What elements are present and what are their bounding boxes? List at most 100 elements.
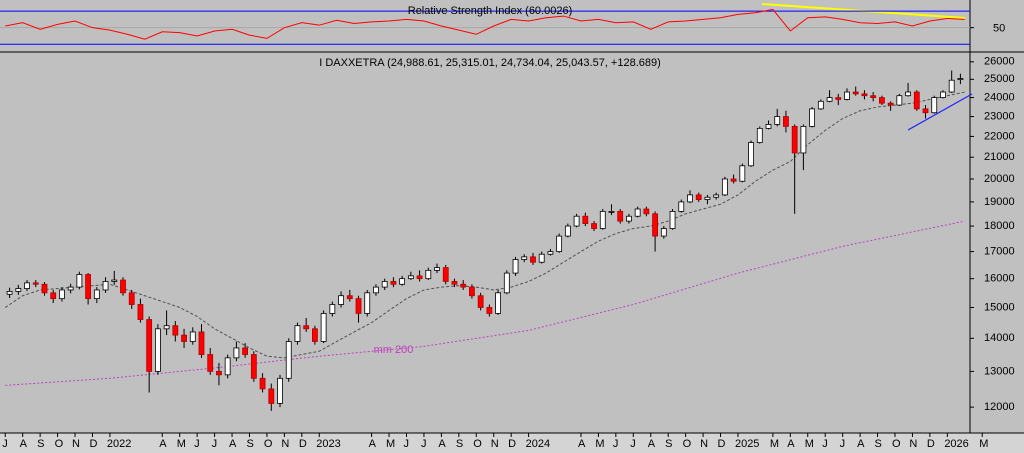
x-tick-label: N	[700, 438, 708, 450]
candle-body	[913, 91, 920, 110]
candle-body	[626, 215, 632, 222]
candle-body	[172, 325, 179, 336]
y-tick-label: 14000	[984, 332, 1015, 344]
x-tick-label: 2023	[316, 438, 340, 450]
moving-average	[5, 220, 965, 386]
x-tick-label: A	[578, 438, 586, 450]
x-tick-label: M	[979, 438, 988, 450]
candle-body	[268, 388, 275, 404]
x-tick-label: A	[438, 438, 446, 450]
candle-body	[434, 267, 440, 271]
y-tick-label: 24000	[984, 91, 1015, 103]
x-tick-label: J	[212, 438, 218, 450]
x-tick-label: N	[491, 438, 499, 450]
candle-body	[547, 251, 554, 255]
candle-body	[303, 325, 310, 330]
candle-body	[93, 289, 100, 300]
candle-body	[460, 283, 467, 288]
candle-body	[721, 178, 728, 196]
x-axis-strip	[0, 433, 1024, 453]
candle-body	[643, 208, 650, 215]
x-tick-label: 2025	[735, 438, 759, 450]
candle-body	[250, 354, 257, 379]
x-tick-label: J	[403, 438, 409, 450]
candle-body	[826, 97, 833, 102]
candle-body	[652, 213, 658, 237]
candle-body	[59, 289, 65, 300]
rsi-title: Relative Strength Index (60.0026)	[408, 5, 573, 17]
candle-body	[407, 275, 414, 280]
candle-body	[678, 201, 685, 212]
chart-title: I DAXXETRA (24,988.61, 25,315.01, 24,734…	[319, 57, 661, 69]
x-tick-label: A	[787, 438, 795, 450]
candle-body	[224, 357, 231, 376]
x-tick-label: M	[770, 438, 779, 450]
x-tick-label: O	[892, 438, 901, 450]
candle-body	[390, 281, 397, 285]
candle-body	[338, 295, 344, 305]
candle-body	[111, 279, 118, 282]
candle-body	[373, 286, 379, 294]
price-trendline	[907, 93, 973, 131]
x-tick-label: A	[648, 438, 656, 450]
candle-body	[381, 281, 388, 288]
x-tick-label: N	[909, 438, 917, 450]
x-tick-label: A	[369, 438, 377, 450]
y-tick-label: 22000	[984, 130, 1015, 142]
x-tick-label: J	[630, 438, 636, 450]
candle-body	[346, 295, 353, 300]
x-tick-label: 2024	[526, 438, 550, 450]
candle-body	[530, 256, 536, 263]
candle-body	[957, 78, 964, 80]
candle-body	[146, 319, 153, 372]
x-tick-label: S	[665, 438, 672, 450]
y-tick-label: 18000	[984, 220, 1015, 232]
y-tick-label: 26000	[984, 56, 1015, 68]
x-tick-label: N	[281, 438, 289, 450]
candle-body	[32, 282, 39, 285]
candle-body	[573, 215, 580, 227]
x-tick-label: J	[2, 438, 8, 450]
candle-body	[870, 95, 877, 98]
candle-body	[128, 292, 135, 305]
candle-body	[416, 275, 423, 280]
x-tick-label: J	[840, 438, 846, 450]
y-tick-label: 17000	[984, 245, 1015, 257]
candle-body	[198, 331, 205, 355]
candle-body	[556, 235, 563, 252]
x-tick-label: O	[473, 438, 482, 450]
x-tick-label: 2026	[944, 438, 968, 450]
candle-body	[634, 208, 641, 217]
candle-body	[451, 281, 458, 285]
candle-body	[137, 304, 144, 320]
candle-body	[582, 215, 589, 224]
candle-body	[154, 328, 161, 372]
candle-body	[660, 228, 667, 237]
candle-body	[364, 292, 371, 314]
x-tick-label: O	[683, 438, 692, 450]
x-tick-label: A	[159, 438, 167, 450]
candle-body	[469, 286, 475, 297]
candle-body	[835, 97, 842, 100]
candle-body	[181, 334, 187, 342]
candle-body	[817, 100, 824, 110]
candle-body	[41, 283, 48, 294]
x-tick-label: D	[718, 438, 726, 450]
candle-body	[399, 278, 406, 285]
candle-body	[905, 91, 911, 97]
y-tick-label: 25000	[984, 73, 1015, 85]
x-tick-label: D	[299, 438, 307, 450]
candle-body	[948, 79, 955, 93]
y-tick-label: 50	[993, 23, 1005, 35]
candle-body	[207, 354, 214, 372]
candle-body	[67, 286, 74, 291]
candle-body	[312, 328, 318, 342]
candle-body	[120, 279, 126, 294]
candle-body	[608, 211, 615, 213]
candle-body	[15, 288, 22, 292]
candle-body	[931, 97, 938, 114]
candle-body	[887, 102, 894, 106]
candle-body	[704, 196, 711, 200]
